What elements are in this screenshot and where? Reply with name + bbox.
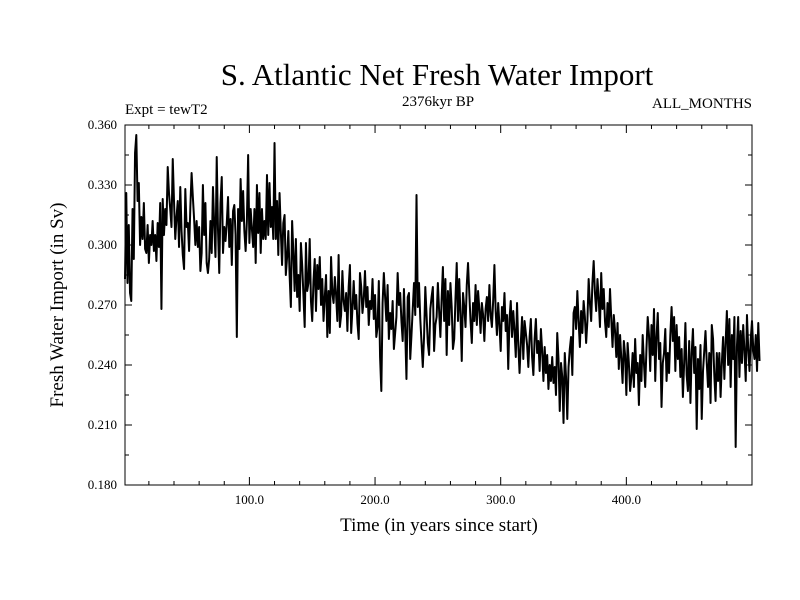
y-tick-label: 0.300 bbox=[88, 237, 117, 252]
plot-frame bbox=[124, 124, 753, 486]
x-tick-label: 400.0 bbox=[612, 492, 641, 507]
y-tick-label: 0.360 bbox=[88, 117, 117, 132]
period-label: 2376kyr BP bbox=[402, 94, 474, 110]
y-tick-label: 0.270 bbox=[88, 297, 117, 312]
series-line bbox=[124, 134, 761, 448]
x-axis-label: Time (in years since start) bbox=[340, 515, 538, 536]
y-tick-label: 0.180 bbox=[88, 477, 117, 492]
y-tick-label: 0.210 bbox=[88, 417, 117, 432]
experiment-label: Expt = tewT2 bbox=[125, 102, 208, 118]
x-tick-label: 300.0 bbox=[486, 492, 515, 507]
y-axis-label: Fresh Water Import (in Sv) bbox=[47, 203, 68, 408]
chart-title: S. Atlantic Net Fresh Water Import bbox=[221, 57, 654, 92]
y-tick-label: 0.240 bbox=[88, 357, 117, 372]
x-axis: 100.0 200.0 300.0 400.0 bbox=[148, 125, 728, 507]
x-tick-label: 100.0 bbox=[235, 492, 264, 507]
x-tick-label: 200.0 bbox=[360, 492, 389, 507]
y-tick-label: 0.330 bbox=[88, 177, 117, 192]
months-label: ALL_MONTHS bbox=[652, 96, 752, 112]
